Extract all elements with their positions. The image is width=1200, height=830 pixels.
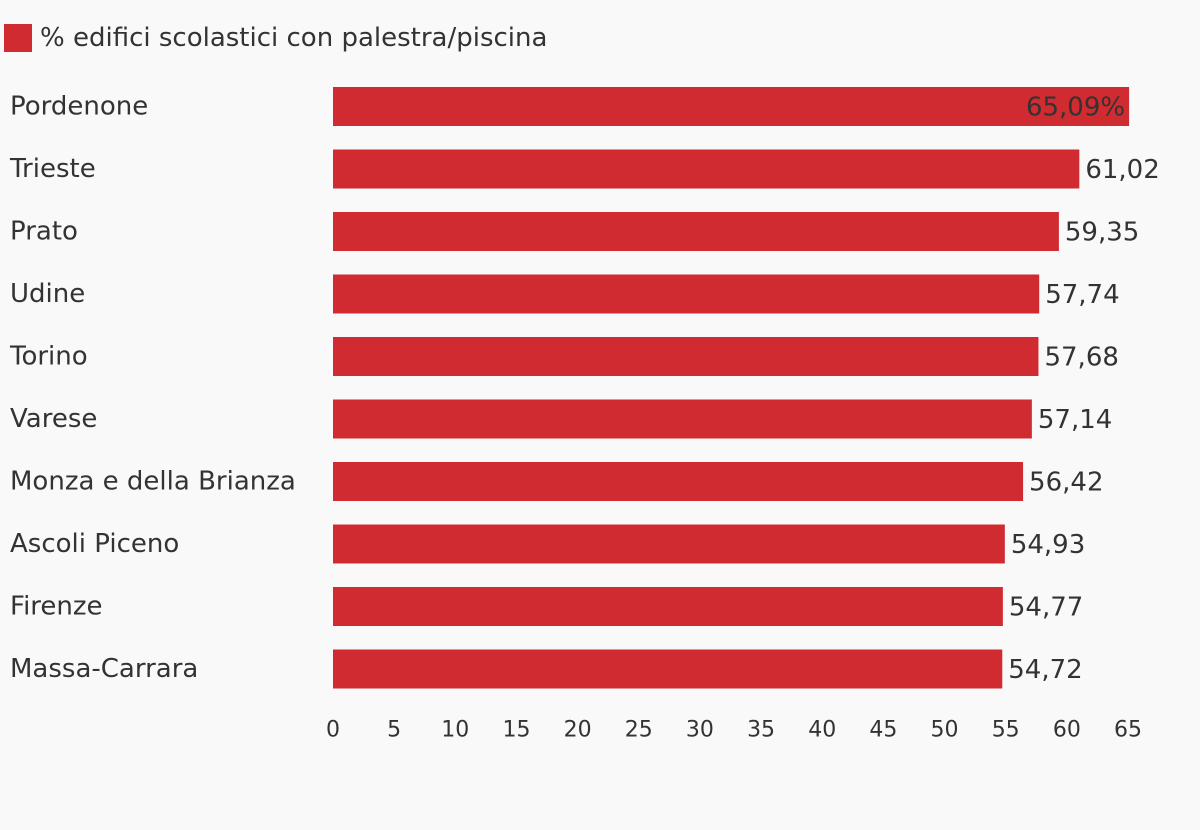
bar bbox=[333, 337, 1039, 376]
category-label: Massa-Carrara bbox=[10, 654, 198, 684]
category-label: Udine bbox=[10, 279, 85, 309]
bar bbox=[333, 274, 1040, 314]
category-label: Varese bbox=[10, 404, 97, 434]
x-tick-label: 55 bbox=[992, 718, 1020, 743]
x-tick-label: 5 bbox=[387, 718, 401, 743]
x-tick-label: 40 bbox=[808, 718, 836, 743]
bar bbox=[333, 649, 1003, 689]
category-label: Pordenone bbox=[10, 92, 148, 122]
bar bbox=[333, 87, 1130, 126]
value-label: 59,35 bbox=[1065, 218, 1139, 248]
value-label: 54,72 bbox=[1008, 655, 1082, 685]
value-label: 57,74 bbox=[1045, 280, 1119, 310]
category-label: Prato bbox=[10, 217, 78, 247]
value-label: 61,02 bbox=[1085, 155, 1159, 185]
x-tick-label: 50 bbox=[931, 718, 959, 743]
x-tick-label: 65 bbox=[1114, 718, 1142, 743]
legend-swatch bbox=[4, 24, 32, 52]
bar bbox=[333, 212, 1059, 251]
bar bbox=[333, 399, 1032, 439]
value-label: 65,09% bbox=[1026, 93, 1125, 123]
x-tick-label: 0 bbox=[326, 718, 340, 743]
x-tick-label: 30 bbox=[686, 718, 714, 743]
x-tick-label: 60 bbox=[1053, 718, 1081, 743]
value-label: 54,93 bbox=[1011, 530, 1085, 560]
category-label: Firenze bbox=[10, 592, 103, 622]
category-label: Monza e della Brianza bbox=[10, 467, 296, 497]
bar bbox=[333, 587, 1003, 626]
legend: % edifici scolastici con palestra/piscin… bbox=[4, 23, 548, 53]
x-tick-label: 25 bbox=[625, 718, 653, 743]
x-tick-label: 10 bbox=[441, 718, 469, 743]
bar bbox=[333, 462, 1024, 501]
category-label: Ascoli Piceno bbox=[10, 529, 179, 559]
value-label: 54,77 bbox=[1009, 593, 1083, 623]
value-label: 57,68 bbox=[1044, 343, 1118, 373]
x-tick-label: 15 bbox=[502, 718, 530, 743]
bar bbox=[333, 149, 1080, 189]
bar bbox=[333, 524, 1005, 564]
legend-label: % edifici scolastici con palestra/piscin… bbox=[40, 23, 548, 53]
category-label: Trieste bbox=[9, 154, 96, 184]
x-tick-label: 20 bbox=[564, 718, 592, 743]
x-tick-label: 45 bbox=[869, 718, 897, 743]
value-label: 57,14 bbox=[1038, 405, 1112, 435]
category-label: Torino bbox=[9, 342, 88, 372]
value-label: 56,42 bbox=[1029, 468, 1103, 498]
x-tick-label: 35 bbox=[747, 718, 775, 743]
